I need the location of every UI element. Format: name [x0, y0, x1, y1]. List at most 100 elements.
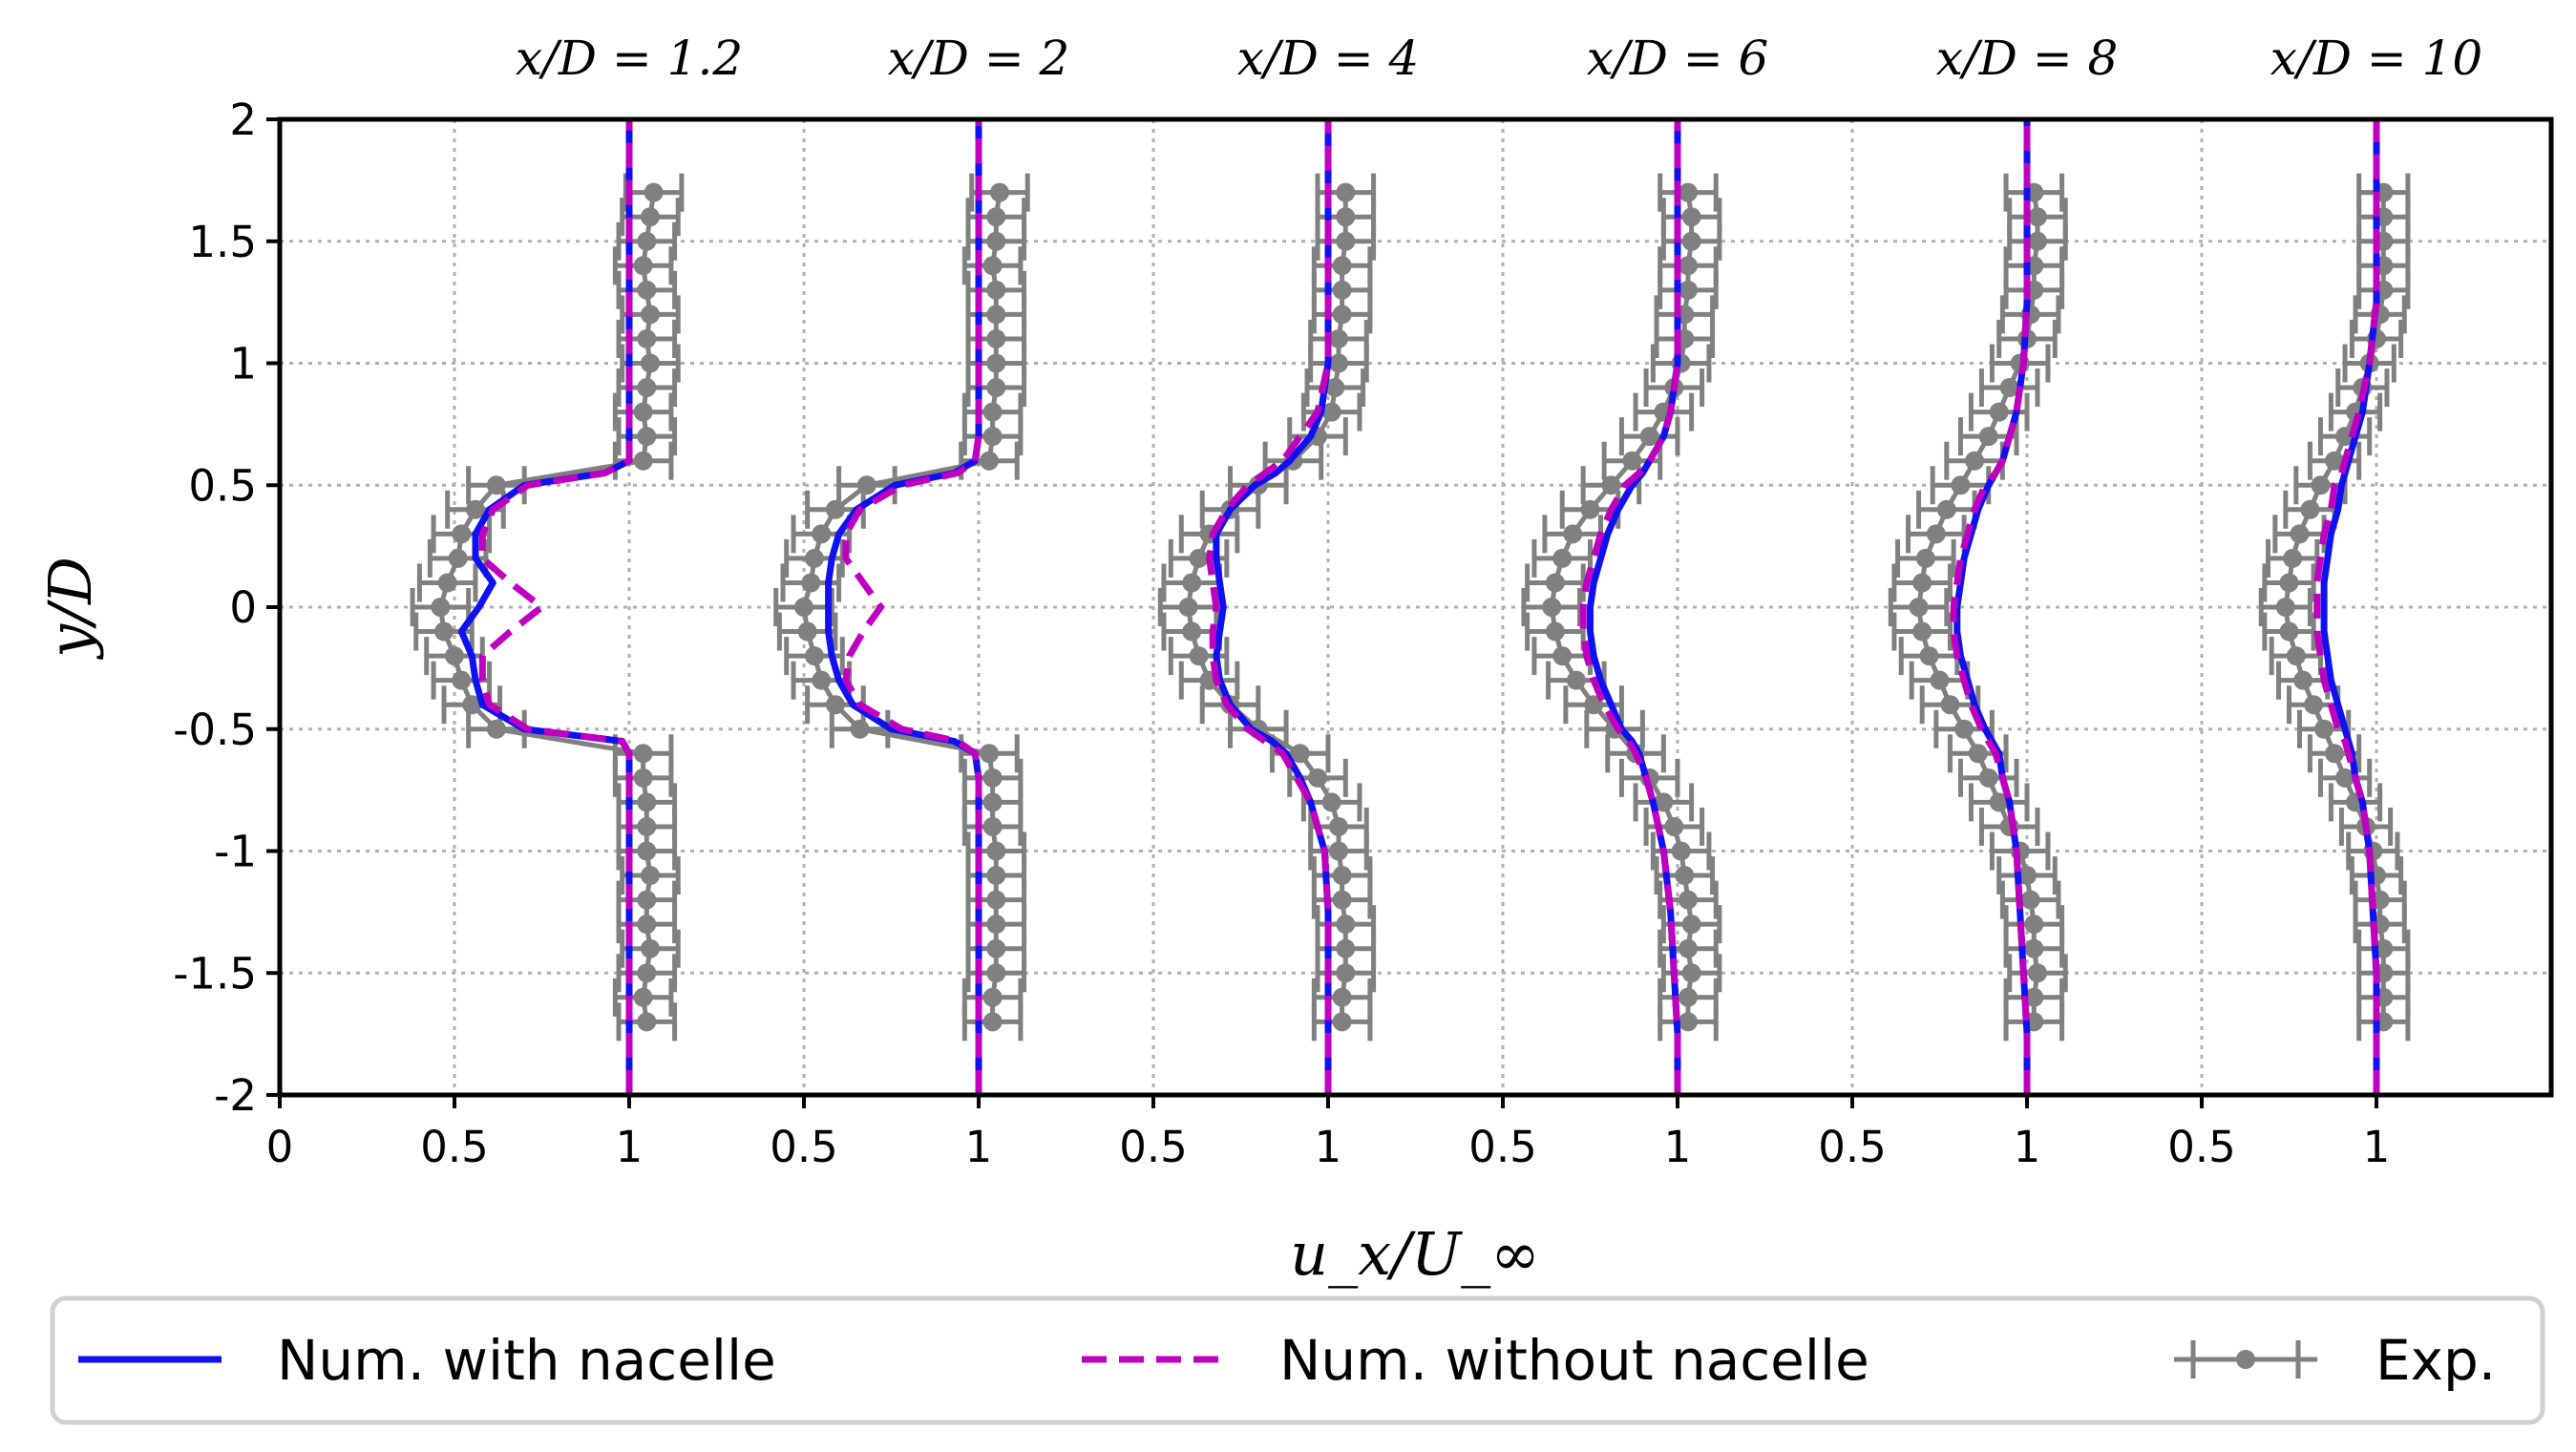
exp-marker [986, 280, 1006, 300]
legend-label-without-nacelle: Num. without nacelle [1279, 1328, 1869, 1393]
exp-marker [1290, 744, 1310, 764]
exp-marker [637, 328, 657, 348]
x-tick-label: 1 [2014, 1122, 2041, 1172]
exp-marker [812, 524, 832, 544]
exp-marker [1552, 548, 1573, 568]
exp-marker [1580, 499, 1600, 519]
exp-marker [2020, 890, 2040, 910]
exp-marker [1325, 378, 1345, 398]
exp-marker [801, 573, 821, 593]
station-series-group [1888, 119, 2068, 1095]
exp-marker [2017, 866, 2037, 886]
station-label: x/D = 10 [2270, 31, 2482, 86]
exp-marker [1336, 182, 1356, 202]
x-tick-label: 0.5 [1468, 1122, 1537, 1172]
exp-marker [2325, 744, 2345, 764]
y-tick-label: 0 [229, 582, 257, 633]
exp-marker [1926, 524, 1946, 544]
exp-marker [2279, 621, 2299, 642]
exp-marker [637, 280, 657, 300]
exp-marker [2027, 231, 2047, 251]
exp-marker [633, 256, 653, 276]
x-tick-label: 1 [616, 1122, 644, 1172]
exp-marker [637, 427, 657, 447]
exp-marker [986, 866, 1006, 886]
exp-marker [986, 890, 1006, 910]
exp-marker [633, 768, 653, 788]
x-tick-label: 0.5 [420, 1122, 489, 1172]
exp-marker [850, 719, 870, 739]
exp-marker [1178, 598, 1198, 617]
station-series-group [773, 119, 1030, 1095]
exp-marker [445, 646, 464, 666]
exp-marker [1999, 378, 2019, 398]
exp-marker [1622, 451, 1642, 471]
exp-marker [825, 499, 845, 519]
legend-label-with-nacelle: Num. with nacelle [277, 1328, 776, 1393]
exp-marker [982, 402, 1003, 422]
exp-marker [1678, 256, 1698, 276]
exp-marker [637, 231, 657, 251]
x-tick-label: 0.5 [770, 1122, 838, 1172]
exp-marker [1332, 987, 1352, 1007]
line-with-nacelle [457, 119, 633, 1095]
exp-marker [1584, 695, 1604, 715]
station-label: x/D = 2 [888, 31, 1070, 86]
exp-marker [1566, 670, 1586, 690]
x-tick-label: 0.5 [1818, 1122, 1887, 1172]
line-without-nacelle [1579, 119, 1681, 1095]
exp-marker [1545, 621, 1565, 642]
exp-marker [804, 548, 824, 568]
exp-marker [431, 598, 451, 617]
line-without-nacelle [1206, 119, 1332, 1095]
exp-marker [1332, 890, 1352, 910]
station-series-group [1157, 119, 1377, 1095]
exp-marker [633, 744, 653, 764]
y-tick-label: -1.5 [173, 948, 257, 999]
line-without-nacelle [2313, 119, 2380, 1095]
exp-marker [637, 963, 657, 983]
exp-marker [637, 841, 657, 861]
series-layer [410, 119, 2411, 1095]
exp-marker [2027, 207, 2047, 227]
x-tick-label: 0.5 [1119, 1122, 1188, 1172]
exp-marker [633, 402, 653, 422]
exp-marker [1308, 768, 1328, 788]
exp-marker [1978, 427, 1998, 447]
exp-marker [982, 987, 1003, 1007]
y-tick-label: 0.5 [188, 460, 257, 511]
exp-marker [1951, 475, 1971, 495]
line-without-nacelle [842, 119, 982, 1095]
exp-marker [1978, 768, 1998, 788]
line-without-nacelle [1950, 119, 2031, 1095]
exp-marker [982, 256, 1003, 276]
exp-marker [812, 670, 832, 690]
exp-marker [1545, 573, 1565, 593]
exp-marker [986, 841, 1006, 861]
exp-marker [1989, 792, 2009, 812]
y-tick-label: 1.5 [188, 217, 257, 267]
exp-marker [1328, 328, 1348, 348]
exp-marker [1336, 231, 1356, 251]
legend-label-exp: Exp. [2375, 1328, 2496, 1393]
exp-marker [986, 915, 1006, 935]
exp-marker [982, 768, 1003, 788]
station-label: x/D = 1.2 [516, 31, 743, 86]
exp-marker [1919, 646, 1939, 666]
exp-marker [982, 427, 1003, 447]
exp-marker [2024, 915, 2044, 935]
exp-marker [1639, 427, 1659, 447]
exp-marker [1321, 792, 1341, 812]
exp-marker [637, 915, 657, 935]
station-series-group [2258, 119, 2411, 1095]
exp-marker [2283, 548, 2303, 568]
exp-marker [1954, 719, 1974, 739]
exp-marker [794, 598, 813, 617]
exp-marker [982, 792, 1003, 812]
exp-marker [1601, 475, 1621, 495]
exp-marker [633, 451, 653, 471]
exp-marker [486, 719, 506, 739]
station-label: x/D = 6 [1587, 31, 1769, 86]
exp-marker [1965, 451, 1985, 471]
exp-marker [1182, 621, 1202, 642]
